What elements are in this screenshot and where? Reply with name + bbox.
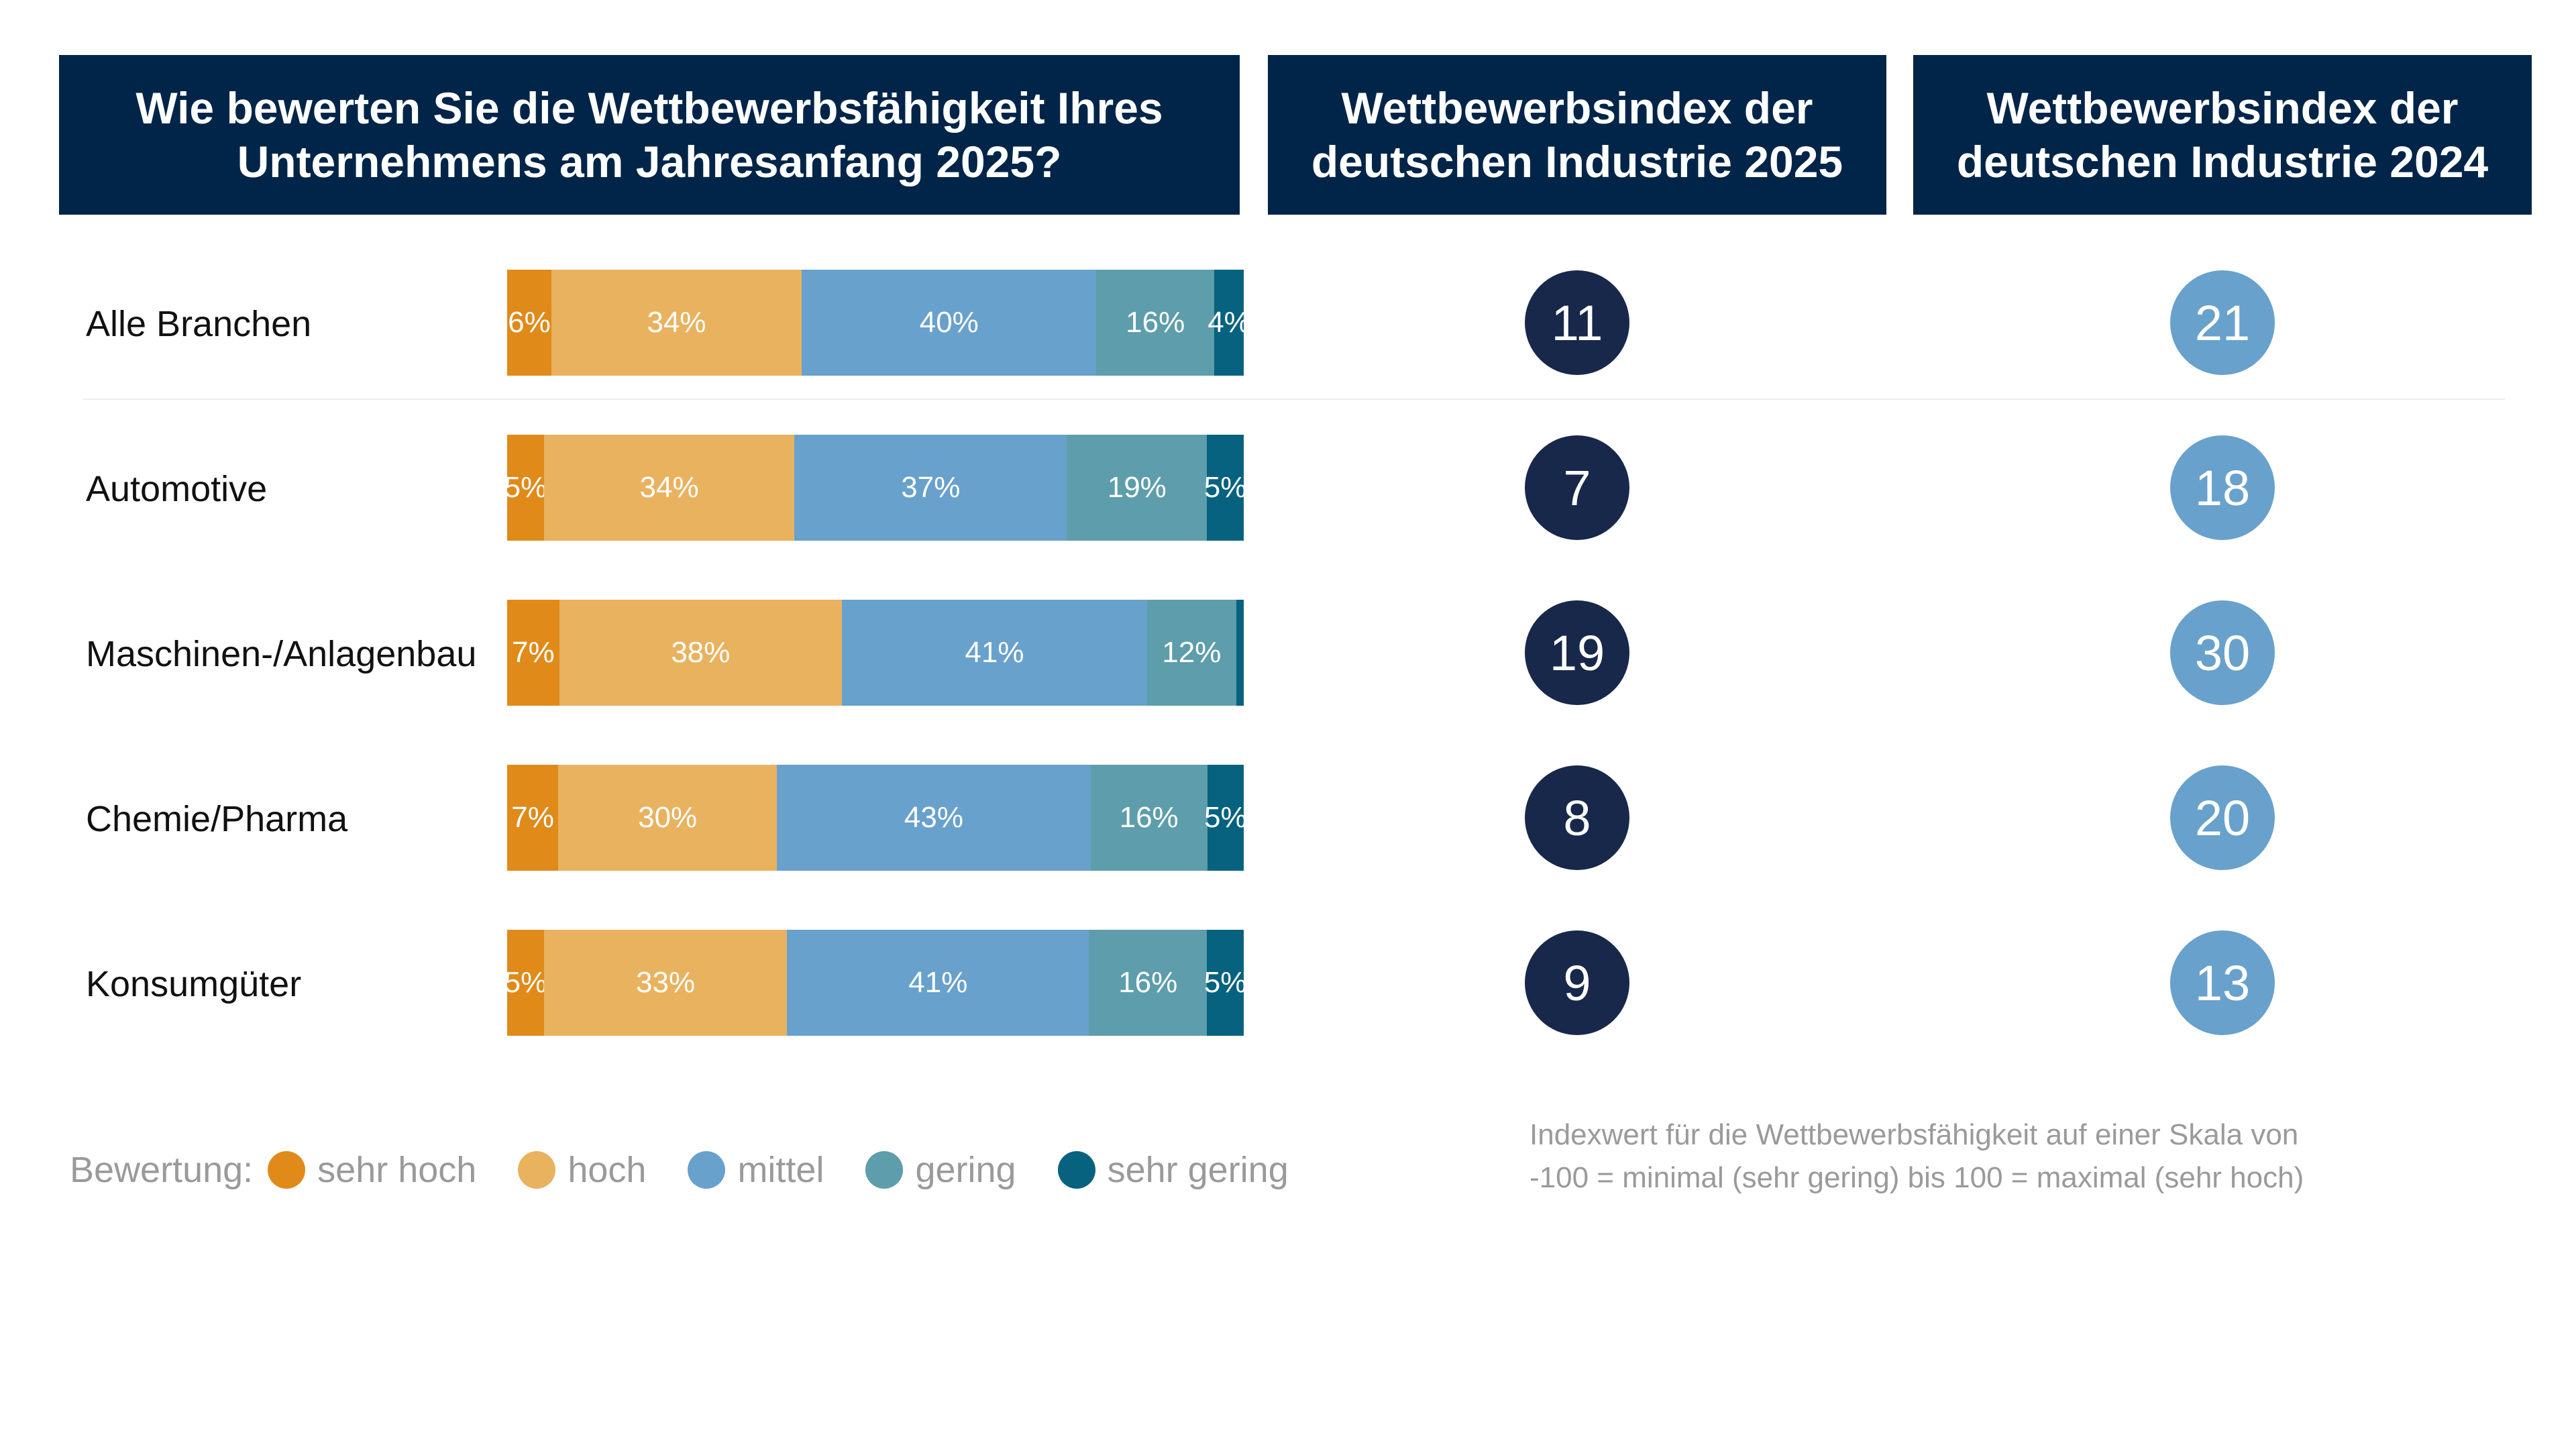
bar-segment: 5% bbox=[1204, 765, 1247, 871]
bar-segment: 37% bbox=[794, 435, 1067, 541]
legend-title: Bewertung: bbox=[70, 1150, 254, 1190]
legend-label-hoch: hoch bbox=[568, 1150, 647, 1190]
row-divider bbox=[83, 398, 2505, 400]
index-2024-value: 30 bbox=[2170, 600, 2275, 705]
legend-label-sehr-hoch: sehr hoch bbox=[317, 1150, 477, 1190]
bar-segment: 19% bbox=[1067, 435, 1208, 541]
category-label: Konsumgüter bbox=[86, 964, 302, 1004]
index-2024-value: 21 bbox=[2170, 270, 2275, 375]
bar-segment: 12% bbox=[1146, 600, 1236, 706]
stacked-bar: 5% 34% 37% 19% 5% bbox=[504, 435, 1246, 541]
bar-segment: 43% bbox=[777, 765, 1091, 871]
legend-label-sehr-gering: sehr gering bbox=[1107, 1150, 1289, 1190]
index-2024-value: 13 bbox=[2170, 930, 2275, 1035]
legend: Bewertung: sehr hoch hoch mittel gering … bbox=[70, 1147, 1330, 1193]
legend-item-mittel: mittel bbox=[688, 1149, 824, 1191]
index-scale-note: Indexwert für die Wettbewerbsfähigkeit a… bbox=[1529, 1118, 2304, 1194]
legend-item-sehr-hoch: sehr hoch bbox=[268, 1149, 476, 1191]
legend-item-gering: gering bbox=[865, 1149, 1016, 1191]
bar-segment: 16% bbox=[1096, 270, 1215, 376]
bar-segment: 7% bbox=[507, 765, 559, 871]
legend-label-gering: gering bbox=[915, 1150, 1016, 1190]
legend-swatch-gering bbox=[865, 1151, 904, 1189]
category-label: Automotive bbox=[86, 469, 268, 509]
bar-segment: 41% bbox=[842, 600, 1147, 706]
stacked-bar: 7% 38% 41% 12% bbox=[507, 600, 1244, 706]
index-2025-value: 7 bbox=[1525, 435, 1629, 540]
legend-item-hoch: hoch bbox=[518, 1149, 646, 1191]
category-label: Maschinen-/Anlagenbau bbox=[86, 634, 477, 674]
legend-swatch-mittel bbox=[688, 1151, 726, 1189]
bar-segment: 16% bbox=[1090, 765, 1208, 871]
index-2024-value: 18 bbox=[2170, 435, 2275, 540]
legend-label-mittel: mittel bbox=[737, 1150, 824, 1190]
legend-swatch-sehr-gering bbox=[1057, 1151, 1095, 1189]
index-2024-header: Wettbewerbsindex der deutschen Industrie… bbox=[1913, 55, 2532, 215]
category-label: Alle Branchen bbox=[86, 304, 312, 344]
bar-segment: 5% bbox=[504, 930, 547, 1036]
index-2025-value: 8 bbox=[1525, 765, 1629, 870]
bar-segment: 34% bbox=[543, 435, 795, 541]
bar-segment: 38% bbox=[559, 600, 843, 706]
bar-segment: 6% bbox=[507, 270, 551, 376]
index-2025-value: 19 bbox=[1525, 600, 1629, 705]
stacked-bar: 6% 34% 40% 16% 4% bbox=[507, 270, 1250, 376]
chart-question-header: Wie bewerten Sie die Wettbewerbsfähigkei… bbox=[59, 55, 1240, 215]
bar-segment: 16% bbox=[1089, 930, 1208, 1036]
bar-segment: 33% bbox=[543, 930, 788, 1036]
category-label: Chemie/Pharma bbox=[86, 799, 348, 839]
bar-segment: 5% bbox=[1204, 435, 1246, 541]
bar-segment: 41% bbox=[787, 930, 1089, 1036]
stacked-bar: 5% 33% 41% 16% 5% bbox=[504, 930, 1246, 1036]
bar-segment: 5% bbox=[504, 435, 547, 541]
bar-segment: 30% bbox=[558, 765, 777, 871]
bar-segment: 4% bbox=[1208, 270, 1250, 376]
legend-swatch-hoch bbox=[518, 1151, 556, 1189]
index-2025-value: 9 bbox=[1525, 930, 1629, 1035]
bar-segment: 34% bbox=[551, 270, 802, 376]
stacked-bar: 7% 30% 43% 16% 5% bbox=[507, 765, 1247, 871]
index-2024-value: 20 bbox=[2170, 765, 2275, 870]
legend-item-sehr-gering: sehr gering bbox=[1057, 1149, 1289, 1191]
bar-segment: 7% bbox=[507, 600, 559, 706]
bar-segment bbox=[1236, 600, 1244, 706]
index-2025-value: 11 bbox=[1525, 270, 1629, 375]
index-2025-header: Wettbewerbsindex der deutschen Industrie… bbox=[1268, 55, 1886, 215]
legend-swatch-sehr-hoch bbox=[268, 1151, 306, 1189]
bar-segment: 5% bbox=[1204, 930, 1246, 1036]
bar-segment: 40% bbox=[802, 270, 1097, 376]
